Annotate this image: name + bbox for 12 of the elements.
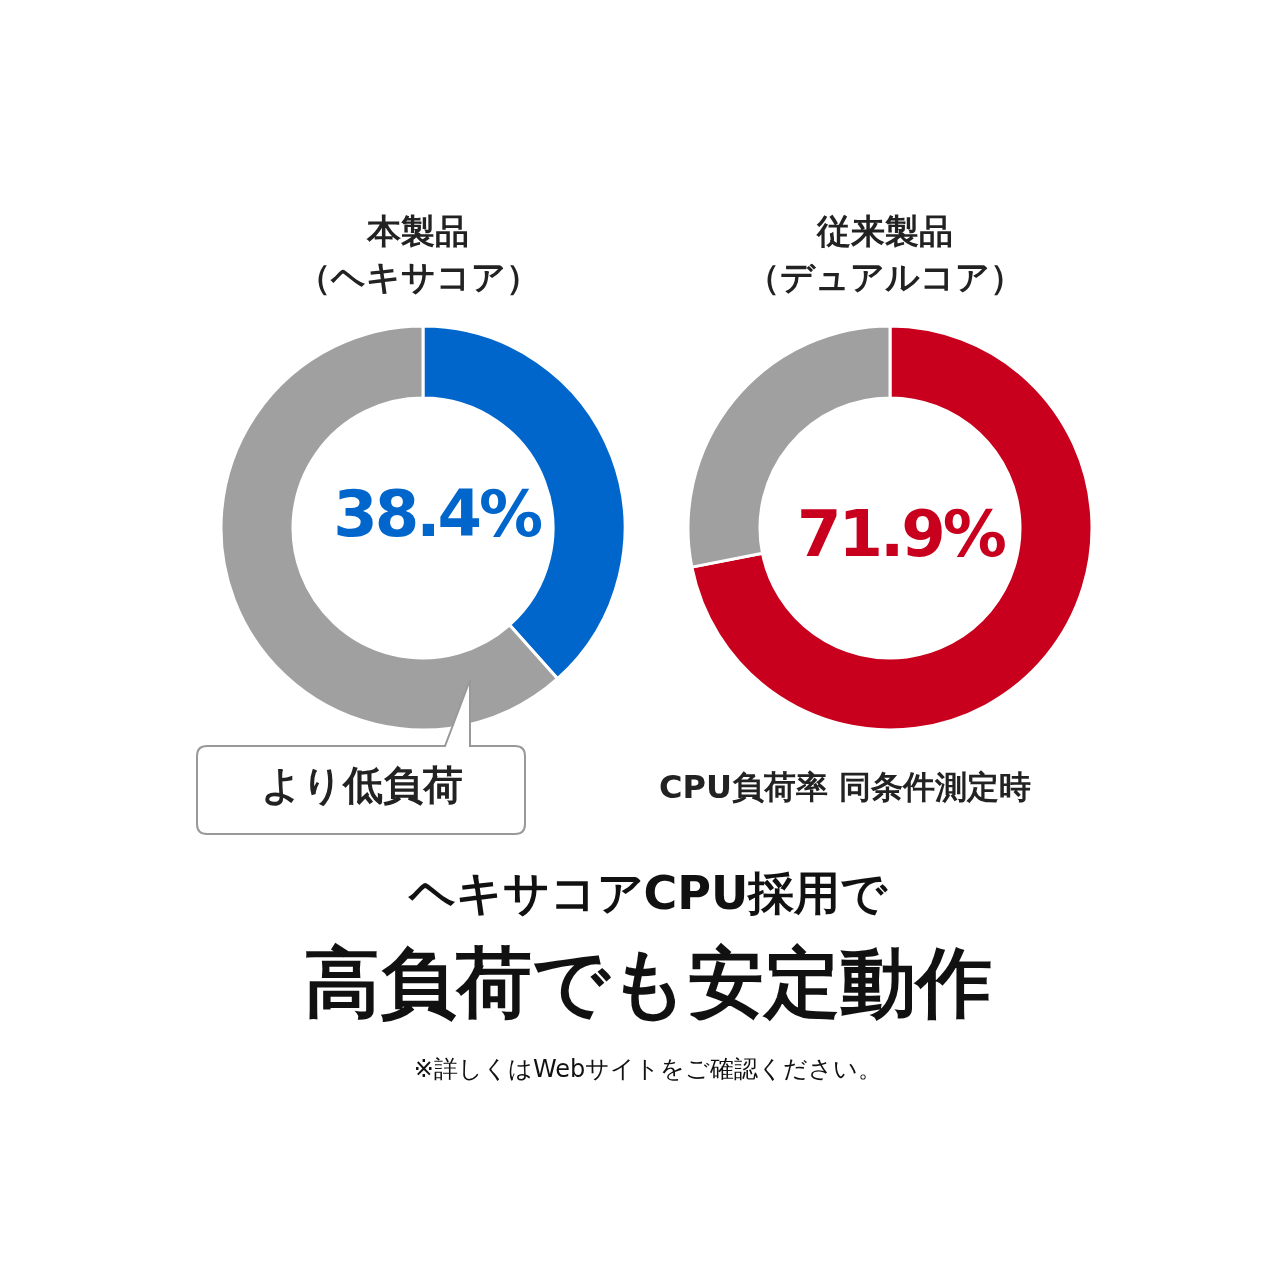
chart-subtitle: （デュアルコア） <box>745 256 1025 299</box>
chart-subtitle: （ヘキサコア） <box>295 256 541 299</box>
chart-title: 本製品 <box>365 210 470 253</box>
data-label: 38.4% <box>332 476 542 551</box>
text: CPU負荷率 同条件測定時 <box>657 767 1033 808</box>
data-label: 71.9% <box>795 496 1006 571</box>
text: 高負荷でも安定動作 <box>303 937 993 1029</box>
donut-slice <box>690 324 1094 732</box>
text: ※詳しくはWebサイトをご確認ください。 <box>412 1054 884 1085</box>
text: より低負荷 <box>260 761 464 810</box>
chart-title: 従来製品 <box>815 210 954 253</box>
text: ヘキサコアCPU採用で <box>407 865 889 922</box>
